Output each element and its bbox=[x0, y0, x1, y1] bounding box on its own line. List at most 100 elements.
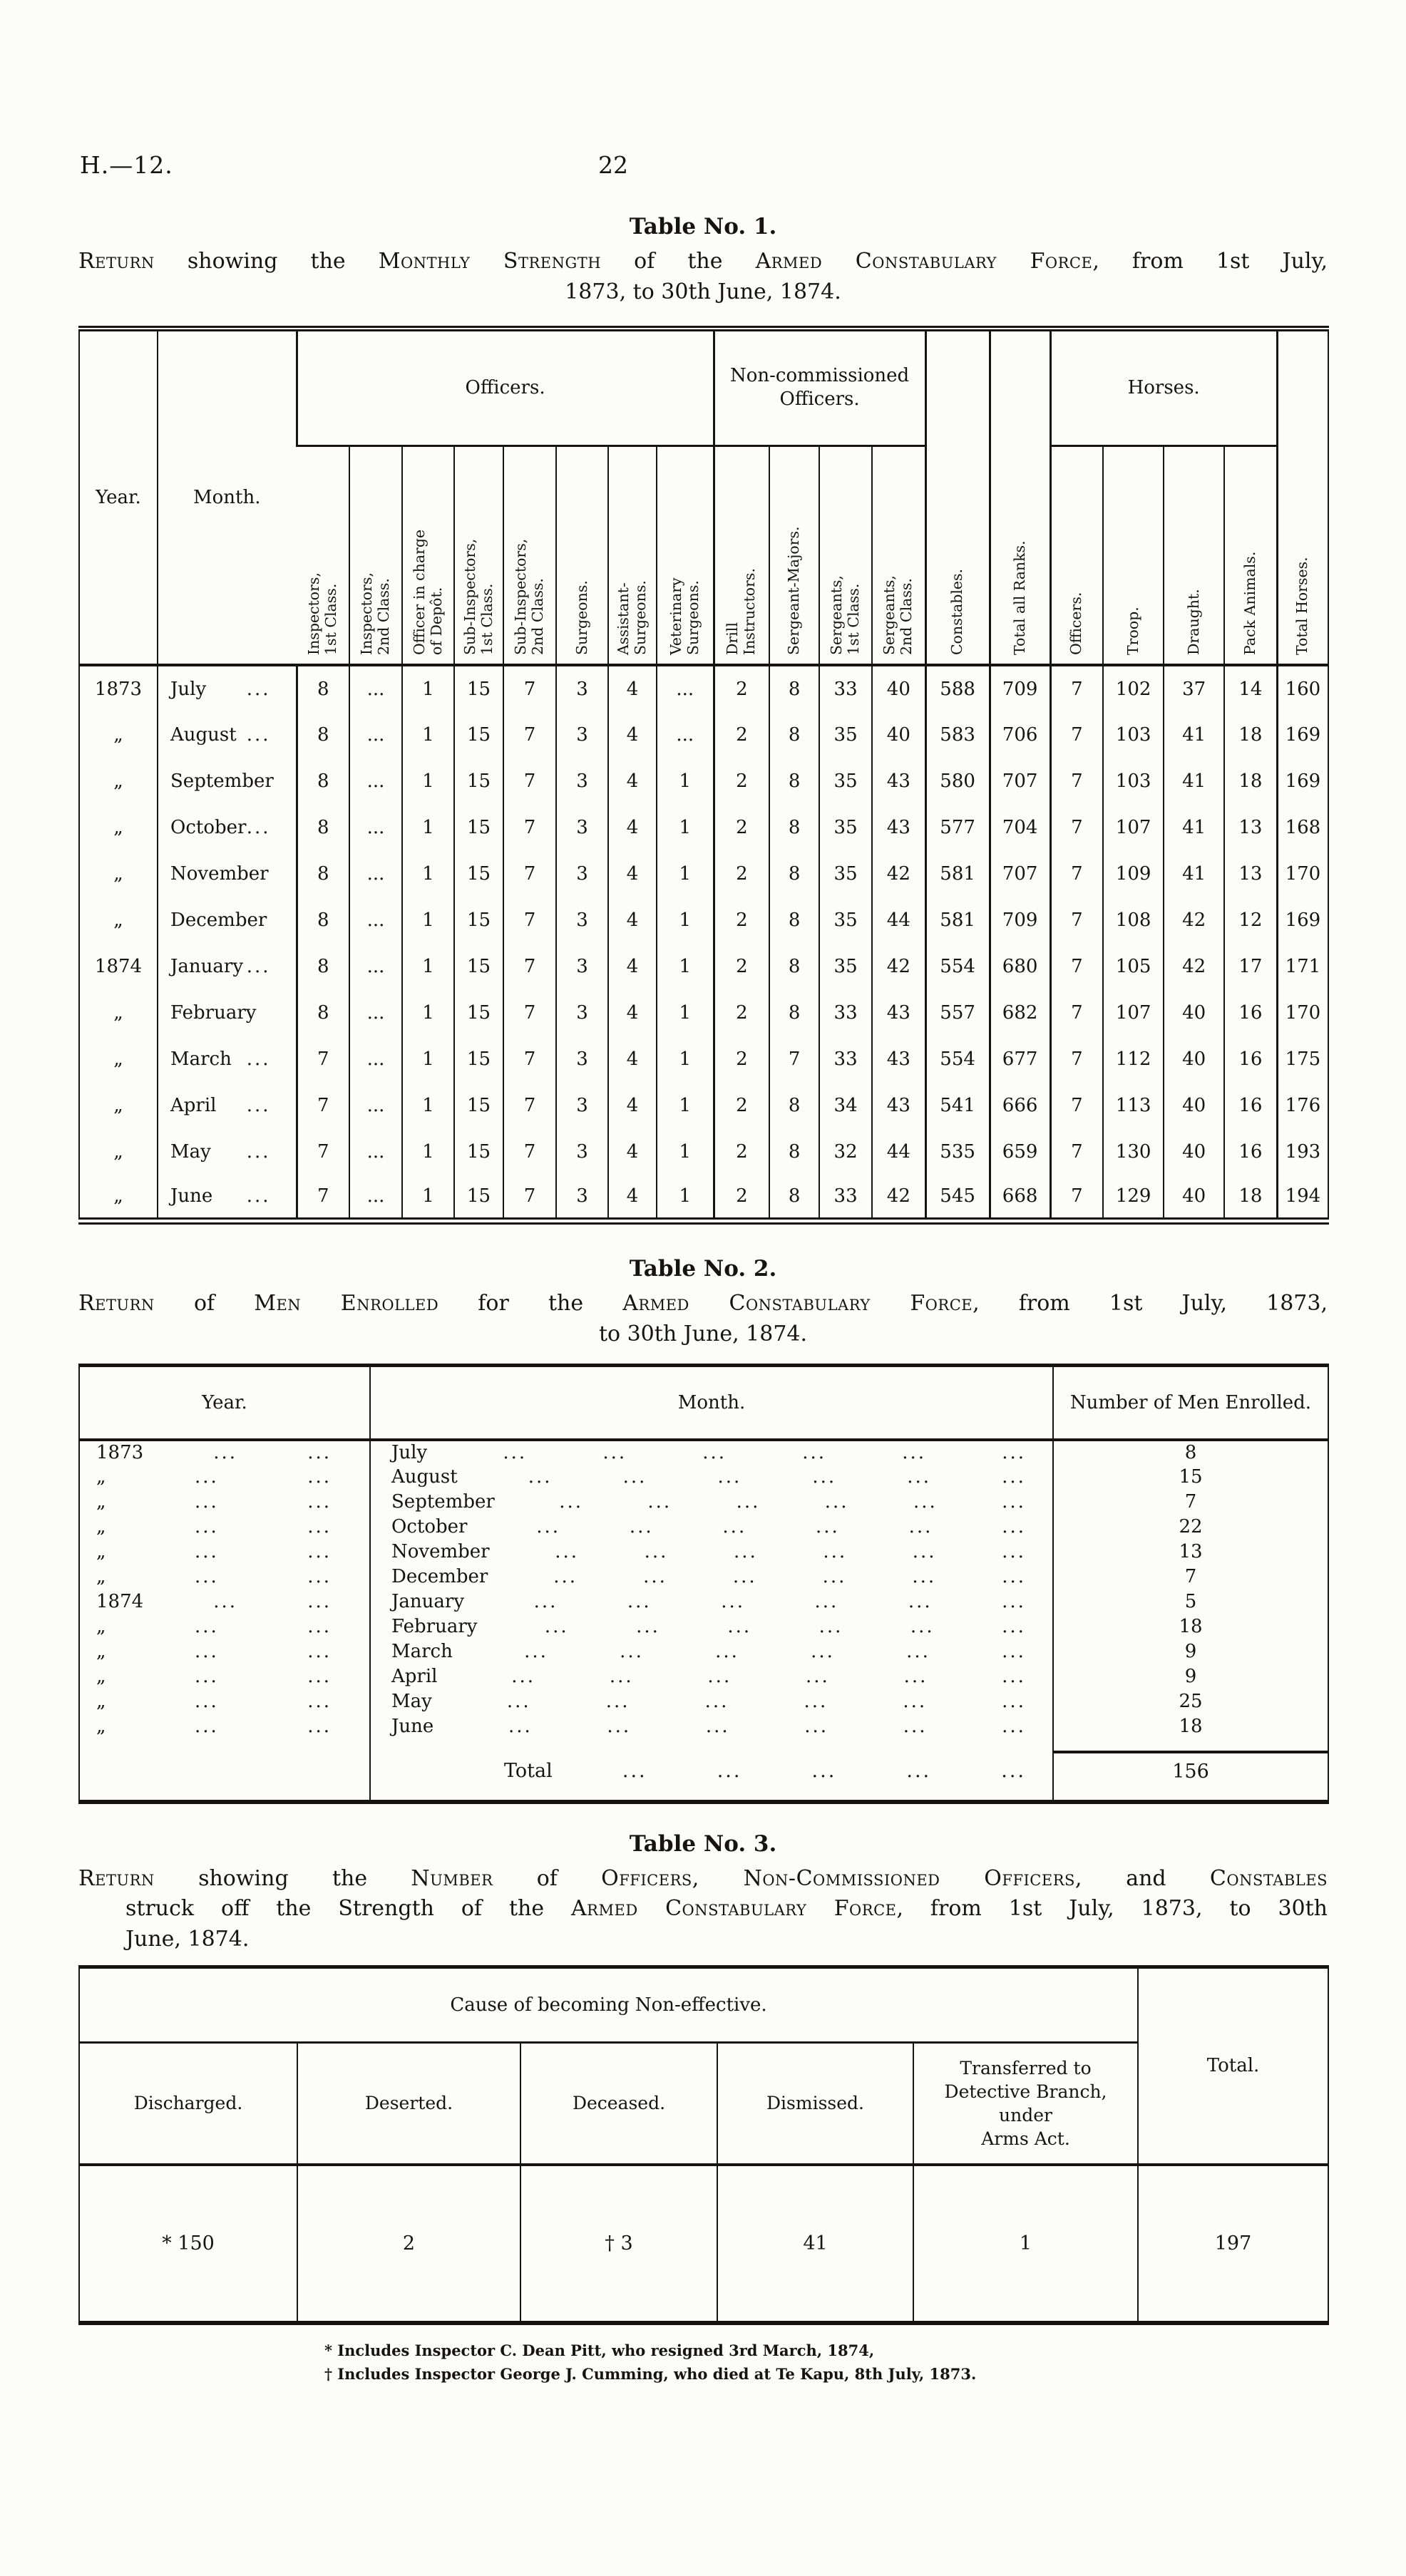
cell-inspectors-1st-class: 7 bbox=[295, 1082, 349, 1129]
cell-sub-inspectors-2nd-class: 7 bbox=[503, 943, 556, 990]
cell-total-horses: 176 bbox=[1276, 1082, 1329, 1129]
cell-month: March... bbox=[157, 1036, 297, 1083]
month-label: May bbox=[170, 1140, 211, 1163]
table3-caption-line3: June, 1874. bbox=[125, 1925, 1328, 1955]
leader-dots: ... bbox=[812, 1466, 837, 1488]
cell-sergeants-1st-class: 35 bbox=[819, 758, 873, 805]
cell-sub-inspectors-2nd-class: 7 bbox=[503, 897, 556, 944]
cell-month: November.................. bbox=[369, 1539, 1053, 1565]
cell-inspectors-2nd-class: ... bbox=[349, 711, 402, 758]
leader-dots: ... bbox=[307, 1516, 332, 1538]
leader-dots: ... bbox=[194, 1641, 219, 1663]
cell-horses-officers: 7 bbox=[1049, 943, 1104, 990]
cell-total-all-ranks: 707 bbox=[988, 758, 1051, 805]
cell-year: „ bbox=[113, 1048, 123, 1070]
year-label: „ bbox=[96, 1541, 106, 1563]
cell-total-horses: 170 bbox=[1276, 850, 1329, 897]
leader-dots: ... bbox=[1002, 1716, 1026, 1738]
col-header-transferred-to-detective-branch: Transferred to Detective Branch, under A… bbox=[912, 2042, 1139, 2167]
table-row: „...... October.................. 22 bbox=[79, 1514, 1328, 1540]
col-header-surgeons: Surgeons. bbox=[555, 445, 608, 666]
year-label: „ bbox=[96, 1716, 106, 1738]
cell-troop: 129 bbox=[1102, 1175, 1164, 1222]
cell-year: „ bbox=[113, 723, 123, 746]
cell-surgeons: 3 bbox=[555, 665, 608, 712]
cell-assistant-surgeons: 4 bbox=[607, 711, 657, 758]
cell-assistant-surgeons: 4 bbox=[607, 1128, 657, 1175]
cell-sub-inspectors-1st-class: 15 bbox=[453, 711, 503, 758]
leader-dots: ... bbox=[902, 1442, 927, 1464]
leader-dots: ... bbox=[194, 1491, 219, 1513]
cell-sub-inspectors-2nd-class: 7 bbox=[503, 850, 556, 897]
cell-drill-instructors: 2 bbox=[712, 1128, 770, 1175]
leader-dots: ... bbox=[643, 1566, 667, 1588]
cell-sergeants-2nd-class: 43 bbox=[871, 804, 926, 851]
cell-horses-officers: 7 bbox=[1049, 1036, 1104, 1083]
cell-men-enrolled: 18 bbox=[1052, 1714, 1328, 1739]
leader-dots: ... bbox=[246, 1048, 271, 1070]
cell-month: October... bbox=[157, 804, 297, 851]
leader-dots: ... bbox=[903, 1666, 928, 1688]
cell-men-enrolled: 13 bbox=[1052, 1539, 1328, 1565]
leader-dots: ... bbox=[1002, 1491, 1026, 1513]
cell-year: „...... bbox=[79, 1565, 370, 1590]
cell-sergeants-1st-class: 35 bbox=[819, 804, 873, 851]
table-row: „...... September.................. 7 bbox=[79, 1489, 1328, 1515]
leader-dots: ... bbox=[307, 1566, 332, 1588]
cell-sub-inspectors-2nd-class: 7 bbox=[503, 804, 556, 851]
cell-inspectors-2nd-class: ... bbox=[349, 943, 402, 990]
cell-year: 1873 bbox=[94, 678, 143, 700]
cell-total: 197 bbox=[1137, 2165, 1329, 2324]
caption-segment: , from 1st July, 1873, bbox=[973, 1291, 1328, 1317]
cell-inspectors-2nd-class: ... bbox=[349, 804, 402, 851]
col-header-sub-inspectors-1st-class: Sub-Inspectors, 1st Class. bbox=[453, 445, 503, 666]
col-header-year: Year. bbox=[79, 1365, 370, 1441]
leader-dots: ... bbox=[715, 1641, 739, 1663]
col-header-total-all-ranks: Total all Ranks. bbox=[988, 329, 1051, 666]
sum-rule bbox=[1052, 1738, 1328, 1753]
month-label: June bbox=[170, 1185, 213, 1207]
cell-draught: 41 bbox=[1163, 758, 1225, 805]
leader-dots: ... bbox=[307, 1691, 332, 1713]
month-label: November bbox=[391, 1541, 490, 1563]
cell-men-enrolled: 7 bbox=[1052, 1564, 1328, 1590]
cell-total-label: Total............... bbox=[369, 1751, 1053, 1791]
col-header-inspectors-1st-class: Inspectors, 1st Class. bbox=[304, 572, 339, 655]
year-label: „ bbox=[96, 1666, 106, 1688]
cell-horses-officers: 7 bbox=[1049, 897, 1104, 944]
leader-dots: ... bbox=[802, 1442, 827, 1464]
leader-dots: ... bbox=[602, 1442, 627, 1464]
cell-sergeants-1st-class: 33 bbox=[819, 989, 873, 1036]
col-header-draught: Draught. bbox=[1163, 445, 1225, 666]
leader-dots: ... bbox=[213, 1591, 238, 1613]
leader-dots: ... bbox=[811, 1641, 835, 1663]
cell-surgeons: 3 bbox=[555, 943, 608, 990]
cell-troop: 102 bbox=[1102, 665, 1164, 712]
cell-sergeants-2nd-class: 43 bbox=[871, 1036, 926, 1083]
cell-year: 1873...... bbox=[79, 1440, 370, 1465]
leader-dots: ... bbox=[246, 723, 271, 746]
table-row: * 150 2 † 3 41 1 197 bbox=[79, 2165, 1329, 2324]
month-label: April bbox=[391, 1666, 438, 1688]
cell-veterinary-surgeons: 1 bbox=[655, 1175, 714, 1222]
cell-veterinary-surgeons: 1 bbox=[655, 1082, 714, 1129]
cell-year: „ bbox=[113, 909, 123, 931]
cell-veterinary-surgeons: 1 bbox=[655, 804, 714, 851]
table-row: „...... April.................. 9 bbox=[79, 1664, 1328, 1689]
cell-drill-instructors: 2 bbox=[712, 943, 770, 990]
table-row: „...... March.................. 9 bbox=[79, 1639, 1328, 1664]
leader-dots: ... bbox=[246, 678, 271, 700]
cell-sergeants-1st-class: 35 bbox=[819, 850, 873, 897]
footnotes: * Includes Inspector C. Dean Pitt, who r… bbox=[324, 2339, 1406, 2386]
leader-dots: ... bbox=[647, 1491, 672, 1513]
cell-officer-in-charge-of-depot: 1 bbox=[401, 1082, 454, 1129]
cell-assistant-surgeons: 4 bbox=[607, 943, 657, 990]
cell-sub-inspectors-2nd-class: 7 bbox=[503, 989, 556, 1036]
cell-men-enrolled: 5 bbox=[1052, 1589, 1328, 1614]
cell-veterinary-surgeons: 1 bbox=[655, 1128, 714, 1175]
struck-off-table: Cause of becoming Non-effective. Total. … bbox=[78, 1964, 1330, 2326]
cell-draught: 41 bbox=[1163, 804, 1225, 851]
caption-segment: Number bbox=[411, 1865, 493, 1891]
group-header-non-commissioned-officers: Non-commissioned Officers. bbox=[712, 329, 926, 447]
cell-officer-in-charge-of-depot: 1 bbox=[401, 1128, 454, 1175]
